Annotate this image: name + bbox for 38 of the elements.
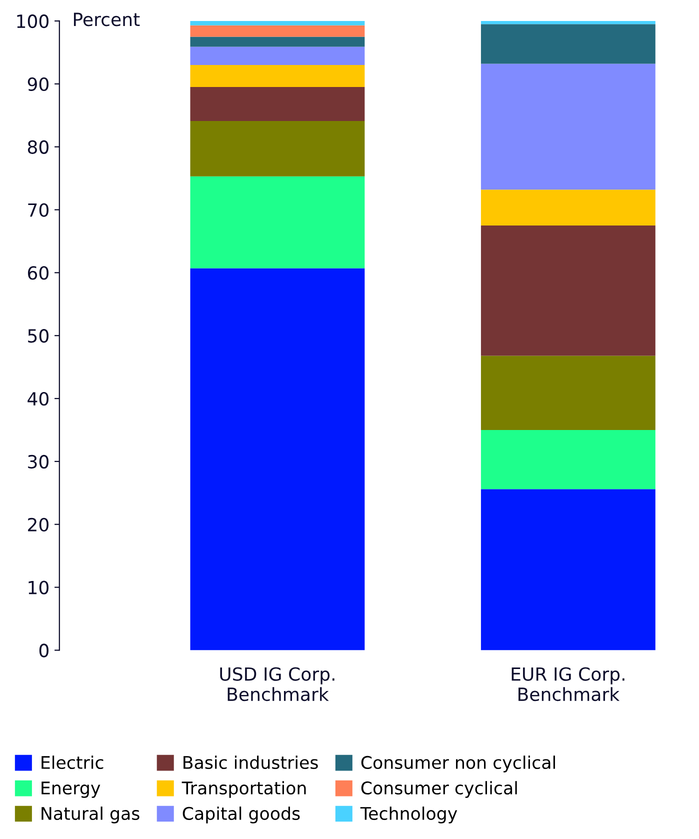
y-tick-label: 60 — [28, 266, 48, 280]
legend-label: Consumer cyclical — [361, 781, 517, 798]
legend-label: Transportation — [182, 781, 306, 798]
bar — [190, 268, 365, 650]
bar — [480, 225, 656, 356]
x-tick-label: USD IG Corp. Benchmark — [220, 667, 334, 702]
y-tick-label: 50 — [28, 329, 48, 343]
y-tick-label: 20 — [28, 518, 48, 532]
bar — [190, 121, 365, 176]
legend-label: Basic industries — [184, 756, 318, 770]
x-tick-label: EUR IG Corp. Benchmark — [512, 667, 624, 702]
bar — [190, 25, 365, 37]
bar — [480, 190, 656, 226]
bar — [480, 24, 656, 64]
y-tick-label: 0 — [39, 644, 48, 658]
bar — [190, 46, 365, 66]
y-tick-label: 70 — [28, 203, 48, 217]
y-tick-label: 100 — [17, 14, 48, 28]
legend-label: Energy — [42, 782, 100, 798]
bar — [190, 87, 365, 122]
legend-label: Electric — [42, 756, 104, 770]
bar — [480, 64, 656, 190]
y-tick-label: 30 — [28, 454, 48, 469]
bar — [190, 176, 365, 268]
y-tick-label: 10 — [28, 580, 48, 594]
legend-label: Natural gas — [42, 806, 140, 824]
bar — [190, 65, 365, 88]
y-tick-label: 80 — [28, 140, 48, 154]
bar — [480, 430, 656, 490]
legend-label: Capital goods — [182, 806, 300, 824]
bar — [190, 36, 365, 47]
y-axis-title: Percent — [74, 12, 140, 26]
bar — [480, 356, 656, 430]
bar — [480, 489, 656, 650]
y-tick-label: 90 — [28, 77, 48, 92]
legend-label: Consumer non cyclical — [361, 756, 555, 772]
legend-label: Technology — [360, 806, 458, 824]
y-tick-label: 40 — [28, 392, 48, 406]
